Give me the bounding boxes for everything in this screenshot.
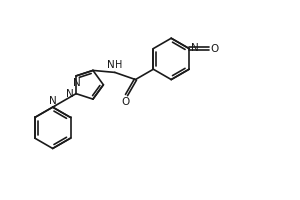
Text: N: N	[49, 96, 57, 106]
Text: N: N	[73, 78, 81, 88]
Text: N: N	[106, 60, 114, 70]
Text: O: O	[211, 44, 219, 54]
Text: N: N	[66, 89, 74, 99]
Text: H: H	[115, 60, 123, 70]
Text: N: N	[191, 43, 199, 53]
Text: O: O	[121, 97, 129, 107]
